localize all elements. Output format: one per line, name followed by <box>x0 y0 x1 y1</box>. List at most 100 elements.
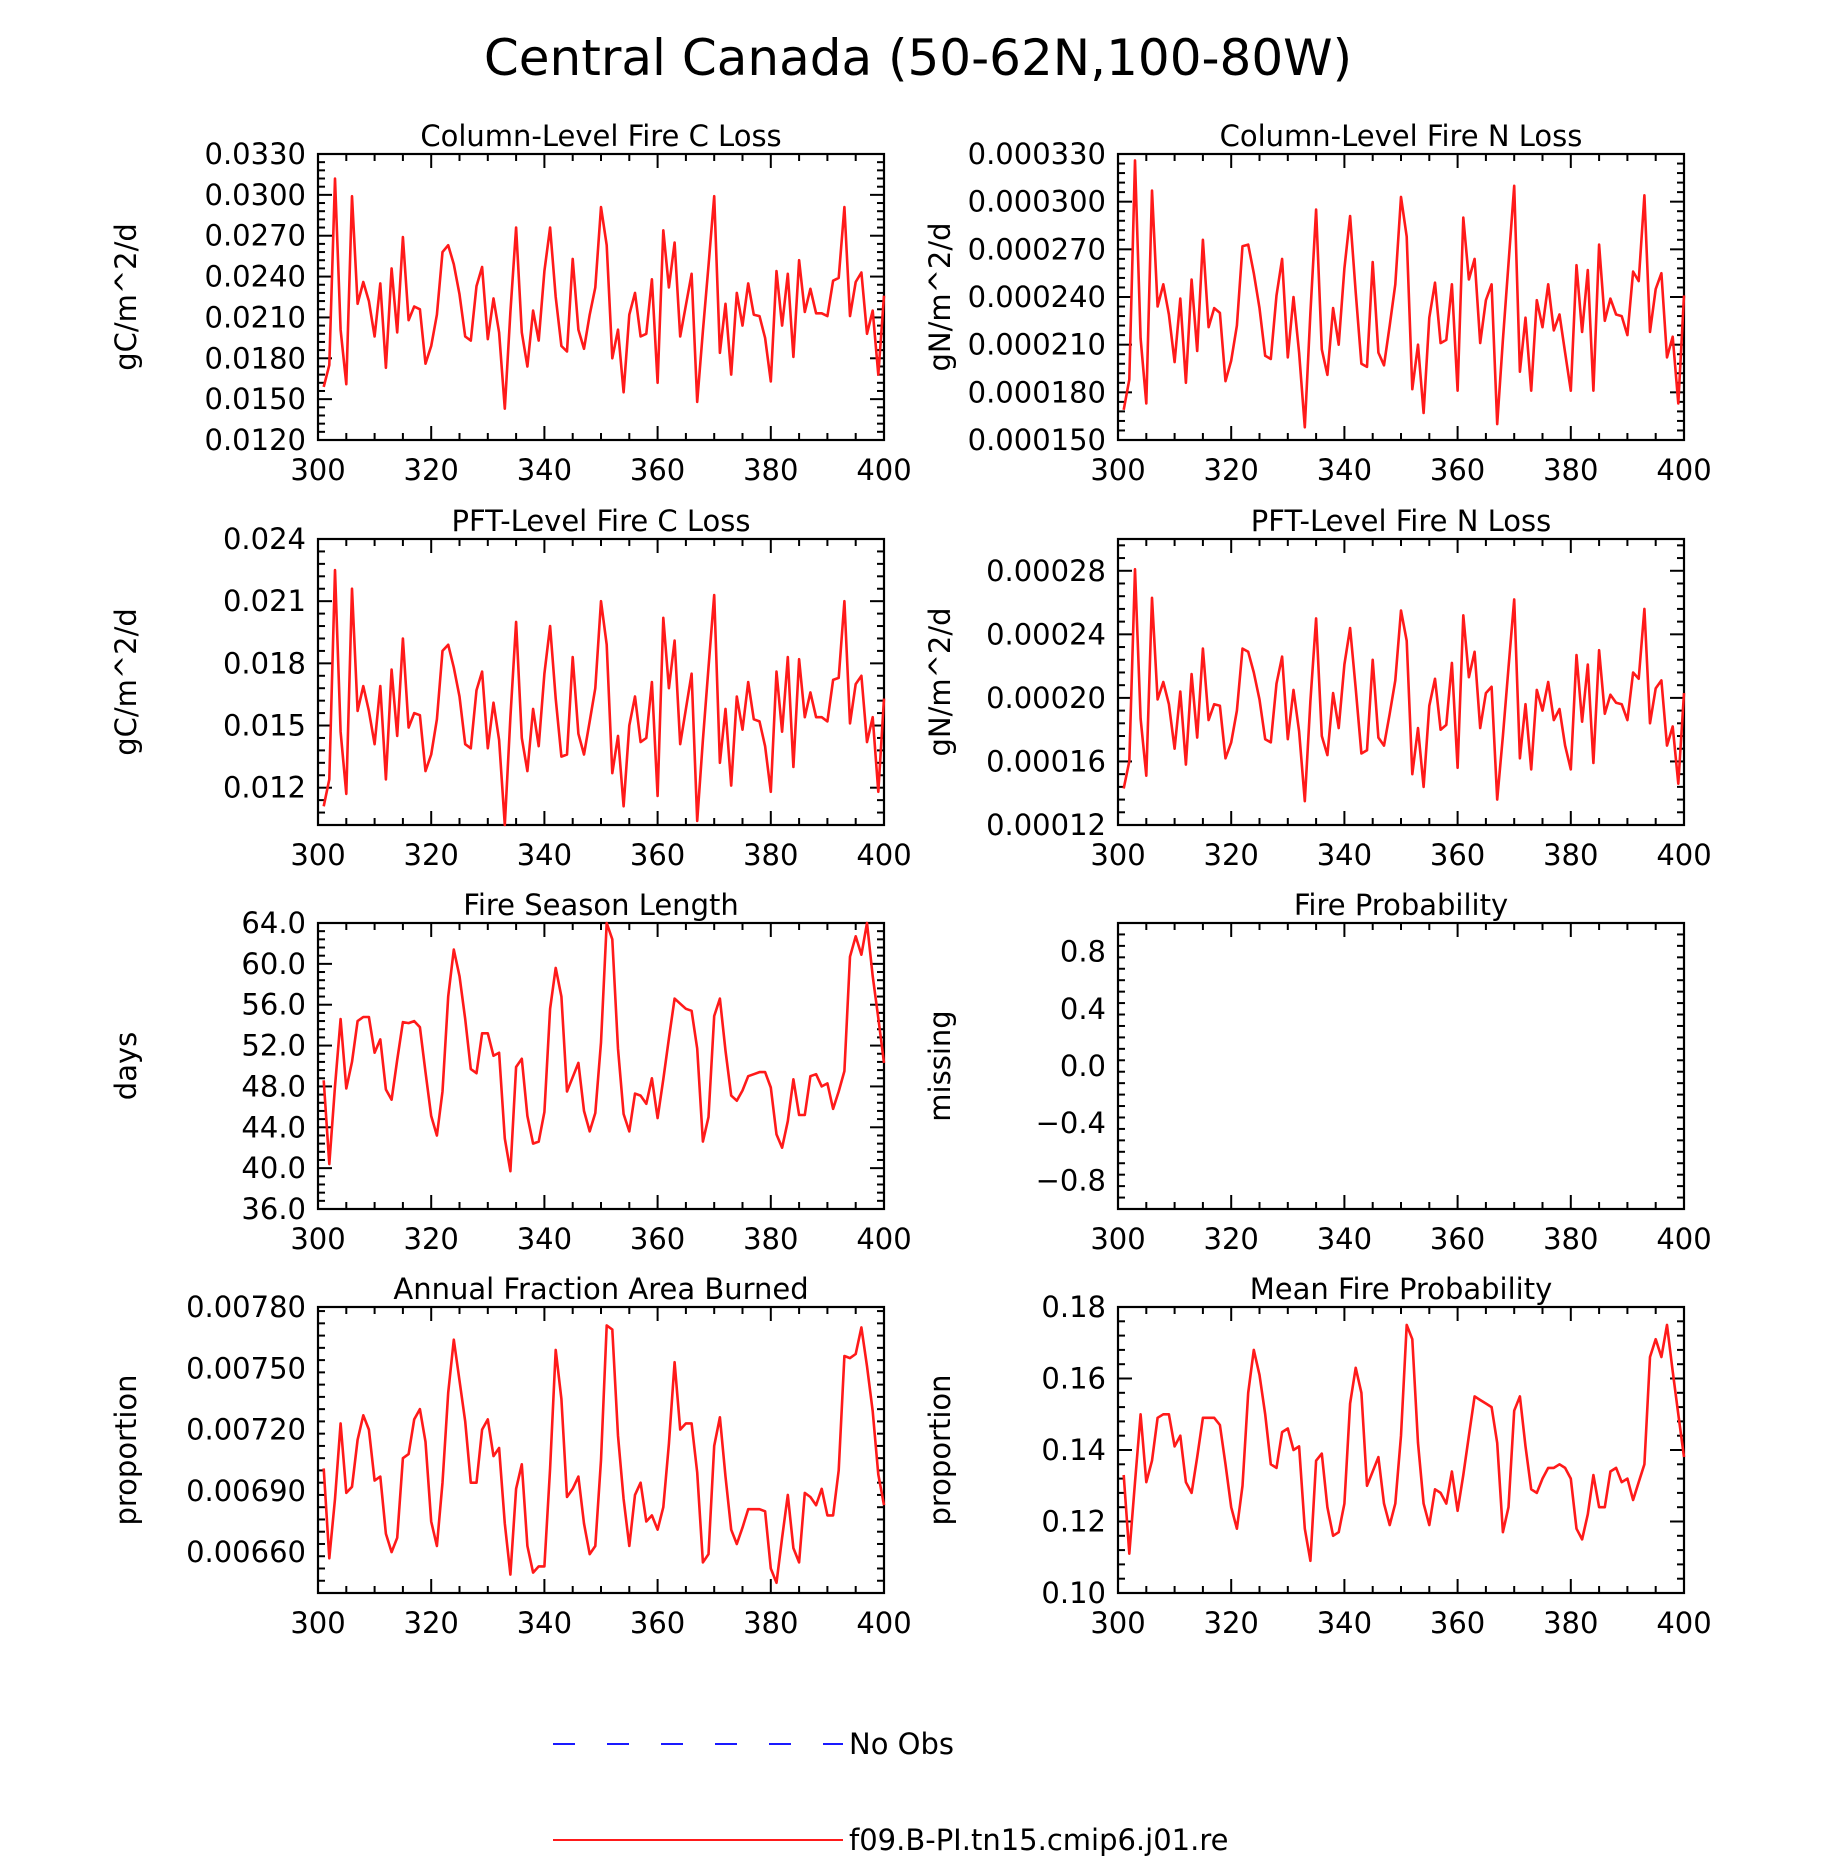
y-tick-label: 0.012 <box>223 771 306 805</box>
panel-mean-fire-probability: Mean Fire Probability proportion 300 320 340… <box>923 1272 1712 1640</box>
x-tick-label: 340 <box>517 453 572 487</box>
y-tick-label: 0.0150 <box>205 382 306 416</box>
y-tick-label: 0.00750 <box>186 1351 306 1385</box>
x-tick-label: 340 <box>1317 1606 1372 1640</box>
x-tick-label: 380 <box>1543 453 1598 487</box>
y-tick-label: 0.14 <box>1041 1433 1106 1467</box>
series-line <box>1122 567 1686 803</box>
x-tick-label: 340 <box>517 1222 572 1256</box>
x-tick-label: 300 <box>1090 1606 1145 1640</box>
panel-title: Mean Fire Probability <box>1250 1272 1553 1306</box>
y-tick-label: 0.015 <box>223 709 306 743</box>
panel-fire-probability: Fire Probability missing 300 320 340 360 380 40… <box>923 888 1712 1256</box>
x-tick-label: 300 <box>290 1222 345 1256</box>
y-tick-label: 44.0 <box>241 1110 306 1144</box>
x-tick-label: 320 <box>404 838 459 872</box>
x-tick-label: 300 <box>1090 838 1145 872</box>
x-tick-label: 340 <box>1317 453 1372 487</box>
y-tick-label: 0.0 <box>1060 1049 1106 1083</box>
series-line <box>322 921 886 1173</box>
legend-label-1: No Obs <box>849 1727 954 1761</box>
panel-column-level-fire-n-loss: Column-Level Fire N Loss gN/m^2/d 300 320 34… <box>923 119 1712 487</box>
x-tick-label: 380 <box>743 453 798 487</box>
y-tick-label: 0.018 <box>223 646 306 680</box>
x-tick-label: 380 <box>743 1222 798 1256</box>
y-tick-label: 0.00024 <box>986 617 1106 651</box>
y-tick-label: 0.000300 <box>968 185 1106 219</box>
y-axis-label: gN/m^2/d <box>923 222 957 371</box>
x-tick-label: 360 <box>1430 1606 1485 1640</box>
y-tick-label: 60.0 <box>241 947 306 981</box>
series-line <box>322 1324 886 1585</box>
panels: Column-Level Fire C Loss gC/m^2/d 300 320 34… <box>109 119 1712 1640</box>
legend: No Obs f09.B-PI.tn15.cmip6.j01.re <box>553 1727 1228 1857</box>
y-tick-label: 0.00660 <box>186 1535 306 1569</box>
y-tick-label: 0.000210 <box>968 328 1106 362</box>
x-tick-label: 300 <box>290 838 345 872</box>
y-tick-label: 48.0 <box>241 1069 306 1103</box>
x-tick-label: 360 <box>1430 1222 1485 1256</box>
x-tick-label: 400 <box>856 838 911 872</box>
y-tick-label: −0.8 <box>1036 1163 1106 1197</box>
y-tick-label: 0.10 <box>1041 1576 1106 1610</box>
series-line <box>1122 159 1686 429</box>
x-tick-label: 300 <box>1090 453 1145 487</box>
series-line <box>322 568 886 827</box>
y-axis-label: proportion <box>109 1374 143 1525</box>
x-tick-label: 300 <box>1090 1222 1145 1256</box>
y-axis-label: gC/m^2/d <box>109 608 143 756</box>
panel-column-level-fire-c-loss: Column-Level Fire C Loss gC/m^2/d 300 320 34… <box>109 119 912 487</box>
x-tick-label: 340 <box>517 1606 572 1640</box>
x-tick-label: 320 <box>1204 1606 1259 1640</box>
x-tick-label: 360 <box>630 838 685 872</box>
x-tick-label: 360 <box>1430 453 1485 487</box>
x-tick-label: 360 <box>630 1606 685 1640</box>
y-tick-label: 0.8 <box>1060 935 1106 969</box>
x-tick-label: 380 <box>743 838 798 872</box>
y-tick-label: 0.16 <box>1041 1362 1106 1396</box>
y-tick-label: 0.12 <box>1041 1505 1106 1539</box>
y-tick-label: 0.0330 <box>205 137 306 171</box>
x-tick-label: 320 <box>1204 838 1259 872</box>
legend-label-2: f09.B-PI.tn15.cmip6.j01.re <box>849 1823 1228 1857</box>
x-tick-label: 320 <box>1204 453 1259 487</box>
y-tick-label: 0.0270 <box>205 219 306 253</box>
x-tick-label: 320 <box>1204 1222 1259 1256</box>
y-tick-label: 40.0 <box>241 1151 306 1185</box>
y-tick-label: 0.000150 <box>968 423 1106 457</box>
y-tick-label: 0.00012 <box>986 808 1106 842</box>
y-tick-label: −0.4 <box>1036 1106 1106 1140</box>
y-axis-label: gC/m^2/d <box>109 223 143 371</box>
panel-title: Column-Level Fire C Loss <box>420 119 781 153</box>
x-tick-label: 340 <box>1317 1222 1372 1256</box>
x-tick-label: 400 <box>1656 1222 1711 1256</box>
x-tick-label: 400 <box>1656 453 1711 487</box>
x-tick-label: 360 <box>630 453 685 487</box>
panel-title: Annual Fraction Area Burned <box>393 1272 808 1306</box>
y-tick-label: 64.0 <box>241 906 306 940</box>
x-tick-label: 320 <box>404 1222 459 1256</box>
panel-pft-level-fire-c-loss: PFT-Level Fire C Loss gC/m^2/d 300 320 340 36… <box>109 504 912 872</box>
x-tick-label: 400 <box>1656 1606 1711 1640</box>
panel-fire-season-length: Fire Season Length days 300 320 340 360 380 400… <box>109 888 912 1256</box>
y-tick-label: 0.0240 <box>205 260 306 294</box>
x-tick-label: 300 <box>290 1606 345 1640</box>
y-tick-label: 0.00016 <box>986 744 1106 778</box>
y-tick-label: 0.000270 <box>968 232 1106 266</box>
x-tick-label: 360 <box>630 1222 685 1256</box>
y-tick-label: 0.000180 <box>968 375 1106 409</box>
x-tick-label: 400 <box>856 453 911 487</box>
x-tick-label: 380 <box>1543 1222 1598 1256</box>
y-tick-label: 0.00690 <box>186 1474 306 1508</box>
y-tick-label: 0.000240 <box>968 280 1106 314</box>
x-tick-label: 400 <box>856 1606 911 1640</box>
panel-title: Fire Season Length <box>463 888 738 922</box>
figure-title: Central Canada (50-62N,100-80W) <box>484 29 1352 87</box>
y-tick-label: 0.00720 <box>186 1413 306 1447</box>
x-tick-label: 320 <box>404 453 459 487</box>
x-tick-label: 340 <box>1317 838 1372 872</box>
panel-title: Column-Level Fire N Loss <box>1220 119 1583 153</box>
y-tick-label: 0.18 <box>1041 1290 1106 1324</box>
x-tick-label: 400 <box>856 1222 911 1256</box>
